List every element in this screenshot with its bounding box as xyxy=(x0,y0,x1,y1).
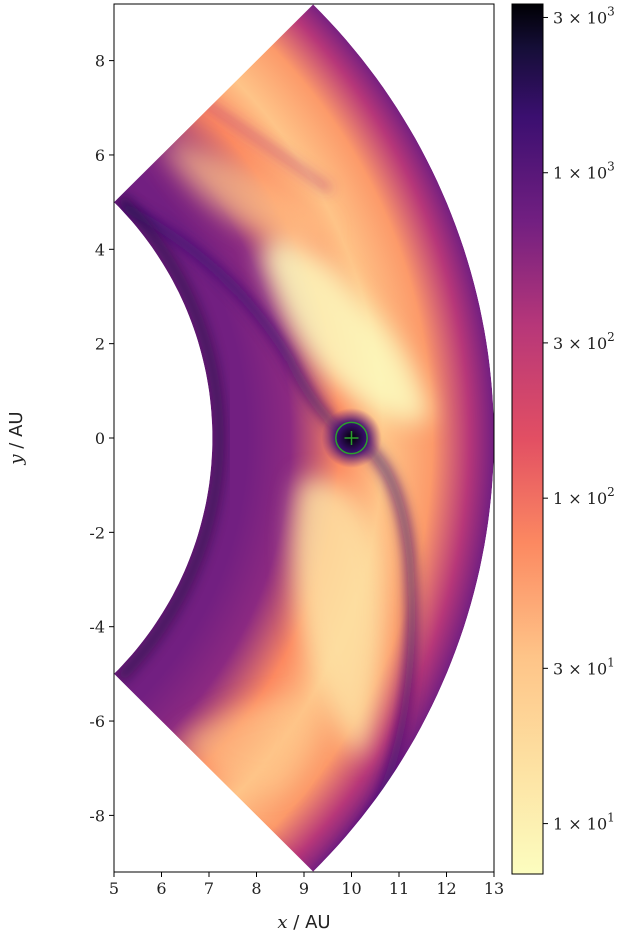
y-axis-label: y / AU xyxy=(6,411,27,465)
x-tick-label: 11 xyxy=(389,879,409,898)
colorbar-tick-label: 1 × 102 xyxy=(553,485,615,508)
disk-annulus xyxy=(114,4,494,872)
x-axis-ticks: 5 6 7 8 9 10 11 12 13 xyxy=(109,872,504,898)
y-tick-label: 0 xyxy=(95,429,105,448)
colorbar: 1 × 101 3 × 101 1 × 102 3 × 102 1 × 103 3 × 1… xyxy=(511,3,615,875)
y-tick-label: 2 xyxy=(95,335,105,354)
y-tick-label: 4 xyxy=(95,240,105,259)
plot-area: 5 6 7 8 9 10 11 12 13 8 6 4 2 0 -2 -4 -6 -8 x / AU y / A… xyxy=(6,3,504,933)
x-tick-label: 10 xyxy=(341,879,361,898)
x-tick-label: 5 xyxy=(109,879,119,898)
planet-marker xyxy=(335,421,368,455)
colorbar-tick-label: 1 × 101 xyxy=(553,811,615,834)
colorbar-tick-label: 3 × 103 xyxy=(553,4,615,27)
bright-features xyxy=(160,140,430,790)
y-tick-label: -2 xyxy=(89,523,105,542)
y-tick-label: 6 xyxy=(95,146,105,165)
x-axis-label: x / AU xyxy=(277,912,330,933)
x-tick-label: 8 xyxy=(251,879,261,898)
colorbar-gradient xyxy=(511,3,544,875)
y-tick-label: -4 xyxy=(89,618,105,637)
y-tick-label: 8 xyxy=(95,52,105,71)
colorbar-tick-label: 1 × 103 xyxy=(553,160,615,183)
x-tick-label: 6 xyxy=(156,879,166,898)
hill-sphere-circle xyxy=(335,421,368,455)
y-tick-label: -8 xyxy=(89,806,105,825)
density-map xyxy=(114,4,494,872)
colorbar-tick-label: 3 × 102 xyxy=(553,330,615,353)
x-tick-label: 7 xyxy=(204,879,214,898)
planet-plus-icon xyxy=(344,431,359,445)
colorbar-ticks: 1 × 101 3 × 101 1 × 102 3 × 102 1 × 103 3 × 1… xyxy=(543,4,615,834)
colorbar-tick-label: 3 × 101 xyxy=(553,655,615,678)
y-axis-ticks: 8 6 4 2 0 -2 -4 -6 -8 xyxy=(89,52,114,825)
y-tick-label: -6 xyxy=(89,712,105,731)
x-tick-label: 12 xyxy=(436,879,456,898)
x-tick-label: 9 xyxy=(299,879,309,898)
x-tick-label: 13 xyxy=(484,879,504,898)
